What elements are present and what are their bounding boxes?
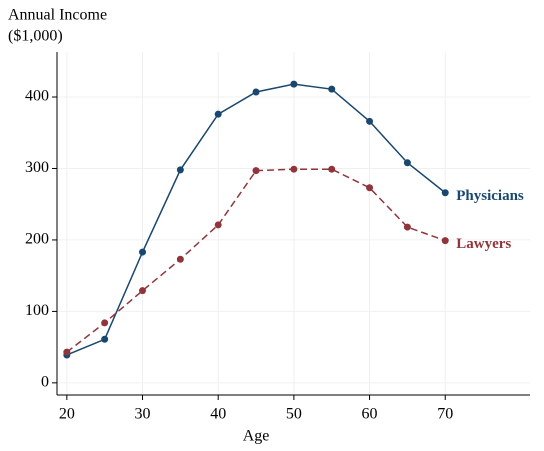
point [366,184,374,192]
y-axis-title: ($1,000) [8,28,63,45]
x-axis-title: Age [243,428,270,445]
point [252,167,260,175]
y-tick-label: 100 [25,302,49,319]
series-line [66,168,446,353]
point [101,335,109,343]
point [328,85,336,93]
y-tick-label: 400 [25,88,49,105]
point [290,165,298,173]
point [403,159,411,167]
point [403,223,411,231]
point [328,165,336,173]
series-label: Physicians [456,188,524,204]
y-tick-label: 300 [25,159,49,176]
y-tick-label: 200 [25,231,49,248]
point [214,221,222,229]
point [214,110,222,118]
point [290,80,298,88]
point [139,248,147,256]
point [252,88,260,96]
y-tick-label: 0 [41,374,49,391]
point [366,117,374,125]
point [139,287,147,295]
x-tick-label: 60 [362,406,378,423]
point [176,166,184,174]
series-label: Lawyers [456,236,511,252]
x-tick-label: 20 [59,406,75,423]
x-tick-label: 70 [437,406,453,423]
point [101,319,109,327]
series-line [66,83,446,356]
point [441,189,449,197]
x-tick-label: 50 [286,406,302,423]
point [176,255,184,263]
point [63,348,71,356]
x-tick-label: 30 [135,406,151,423]
point [441,237,449,245]
x-tick-label: 40 [210,406,226,423]
y-axis-title: Annual Income [8,7,107,24]
